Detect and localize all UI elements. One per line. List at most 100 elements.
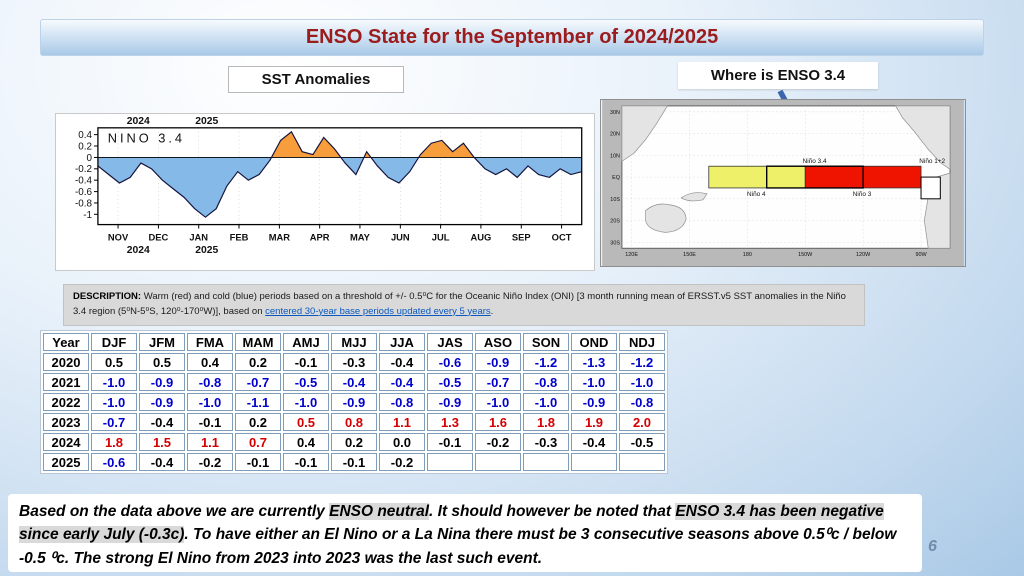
where-is-enso34-text: Where is ENSO 3.4: [710, 67, 846, 84]
lat-tick-label: 10S: [610, 197, 620, 203]
description-text: Warm (red) and cold (blue) periods based…: [73, 291, 846, 317]
oni-value-cell: -1.2: [523, 353, 569, 371]
nino34-region: [766, 165, 864, 189]
oni-value-cell: -0.7: [475, 373, 521, 391]
lat-tick-label: 10N: [610, 153, 620, 159]
oni-value-cell: 1.6: [475, 413, 521, 431]
base-periods-link[interactable]: centered 30-year base periods updated ev…: [265, 305, 491, 317]
oni-value-cell: -0.5: [427, 373, 473, 391]
column-header: ASO: [475, 333, 521, 351]
oni-value-cell: -0.3: [523, 433, 569, 451]
column-header: JAS: [427, 333, 473, 351]
oni-value-cell: 0.5: [91, 353, 137, 371]
oni-value-cell: -0.1: [427, 433, 473, 451]
nino12-region-label: Niño 1+2: [919, 158, 945, 165]
nino3-region-label: Niño 3: [853, 191, 872, 198]
oni-value-cell: -0.7: [235, 373, 281, 391]
oni-table-body: 2020 0.5 0.5 0.4 0.2 -0.1 -0.3 -0.4 -0.6 -0.9 -1.2…: [43, 353, 665, 471]
x-tick-label: JUL: [432, 232, 450, 242]
lat-tick-label: 20S: [610, 219, 620, 225]
sst-anomalies-label: SST Anomalies: [228, 66, 404, 93]
page-number: 6: [928, 538, 937, 555]
table-row: 2021 -1.0 -0.9 -0.8 -0.7 -0.5 -0.4 -0.4 -0.5 -0.7…: [43, 373, 665, 391]
column-header: MAM: [235, 333, 281, 351]
x-year-label: 2024: [127, 245, 150, 256]
oni-value-cell: -0.4: [571, 433, 617, 451]
oni-value-cell: -0.7: [91, 413, 137, 431]
oni-value-cell: 1.8: [91, 433, 137, 451]
oni-value-cell: -1.0: [91, 373, 137, 391]
oni-value-cell: 0.0: [379, 433, 425, 451]
year-cell: 2023: [43, 413, 89, 431]
column-header: NDJ: [619, 333, 665, 351]
oni-value-cell: -0.1: [331, 453, 377, 471]
x-tick-label: JAN: [189, 232, 208, 242]
oni-value-cell: 0.4: [283, 433, 329, 451]
oni-empty-cell: [523, 453, 569, 471]
year-cell: 2020: [43, 353, 89, 371]
oni-value-cell: 0.5: [283, 413, 329, 431]
column-header: DJF: [91, 333, 137, 351]
oni-value-cell: -0.2: [379, 453, 425, 471]
oni-empty-cell: [475, 453, 521, 471]
oni-value-cell: -0.9: [139, 373, 185, 391]
table-row: 2022 -1.0 -0.9 -1.0 -1.1 -1.0 -0.9 -0.8 -0.9 -1.0…: [43, 393, 665, 411]
nino-regions-map-svg: Niño 3.4 Niño 1+2 Niño 4 Niño 3 30N 20N 10N EQ 1…: [602, 100, 964, 266]
lon-tick-label: 120W: [856, 252, 871, 258]
x-tick-label: FEB: [230, 232, 249, 242]
enso-neutral-highlight: ENSO neutral: [329, 503, 430, 520]
lon-tick-label: 120E: [625, 252, 638, 258]
y-tick-label: 0.4: [78, 130, 92, 141]
lon-tick-label: 180: [743, 252, 752, 258]
map-land: [680, 192, 708, 202]
oni-value-cell: 0.8: [331, 413, 377, 431]
top-year-label: 2024: [127, 116, 150, 127]
x-tick-label: OCT: [552, 232, 572, 242]
oni-value-cell: 1.9: [571, 413, 617, 431]
oni-value-cell: -0.1: [187, 413, 233, 431]
oni-value-cell: -0.1: [283, 453, 329, 471]
oni-value-cell: -0.4: [139, 413, 185, 431]
nino12-region: [920, 176, 941, 200]
oni-value-cell: -1.0: [187, 393, 233, 411]
x-tick-label: JUN: [391, 232, 410, 242]
commentary-seg2: . It should however be noted that: [429, 503, 676, 520]
oni-value-cell: 0.2: [331, 433, 377, 451]
description-box: DESCRIPTION: Warm (red) and cold (blue) …: [63, 284, 865, 326]
page-title: ENSO State for the September of 2024/202…: [305, 26, 719, 48]
column-header: MJJ: [331, 333, 377, 351]
lat-tick-label: EQ: [612, 175, 620, 181]
title-bar: ENSO State for the September of 2024/202…: [40, 19, 984, 56]
year-cell: 2024: [43, 433, 89, 451]
oni-value-cell: 1.8: [523, 413, 569, 431]
oni-value-cell: -0.9: [331, 393, 377, 411]
table-row: 2025 -0.6 -0.4 -0.2 -0.1 -0.1 -0.1 -0.2: [43, 453, 665, 471]
nino34-region-label: Niño 3.4: [803, 158, 827, 165]
oni-table: Year DJF JFM FMA MAM AMJ MJJ JJA JAS ASO SON OND NDJ…: [40, 330, 668, 474]
column-header: JJA: [379, 333, 425, 351]
anomaly-line: [97, 130, 582, 218]
oni-value-cell: -1.0: [523, 393, 569, 411]
oni-value-cell: 0.2: [235, 353, 281, 371]
oni-value-cell: -0.9: [139, 393, 185, 411]
oni-value-cell: -1.2: [619, 353, 665, 371]
oni-value-cell: -1.0: [475, 393, 521, 411]
oni-value-cell: -0.2: [475, 433, 521, 451]
nino4-region-label: Niño 4: [747, 191, 766, 198]
oni-value-cell: -1.0: [571, 373, 617, 391]
oni-value-cell: 0.7: [235, 433, 281, 451]
oni-empty-cell: [619, 453, 665, 471]
oni-value-cell: -0.6: [427, 353, 473, 371]
x-tick-label: MAY: [350, 232, 371, 242]
x-year-label: 2025: [195, 245, 218, 256]
map-land: [621, 105, 669, 162]
oni-value-cell: -0.9: [427, 393, 473, 411]
lat-tick-label: 20N: [610, 132, 620, 138]
oni-value-cell: -0.4: [379, 353, 425, 371]
oni-value-cell: -1.1: [235, 393, 281, 411]
top-year-label: 2025: [195, 116, 218, 127]
oni-value-cell: -1.0: [283, 393, 329, 411]
oni-value-cell: 1.3: [427, 413, 473, 431]
nino-regions-map-panel: Niño 3.4 Niño 1+2 Niño 4 Niño 3 30N 20N 10N EQ 1…: [600, 99, 966, 267]
column-header: FMA: [187, 333, 233, 351]
